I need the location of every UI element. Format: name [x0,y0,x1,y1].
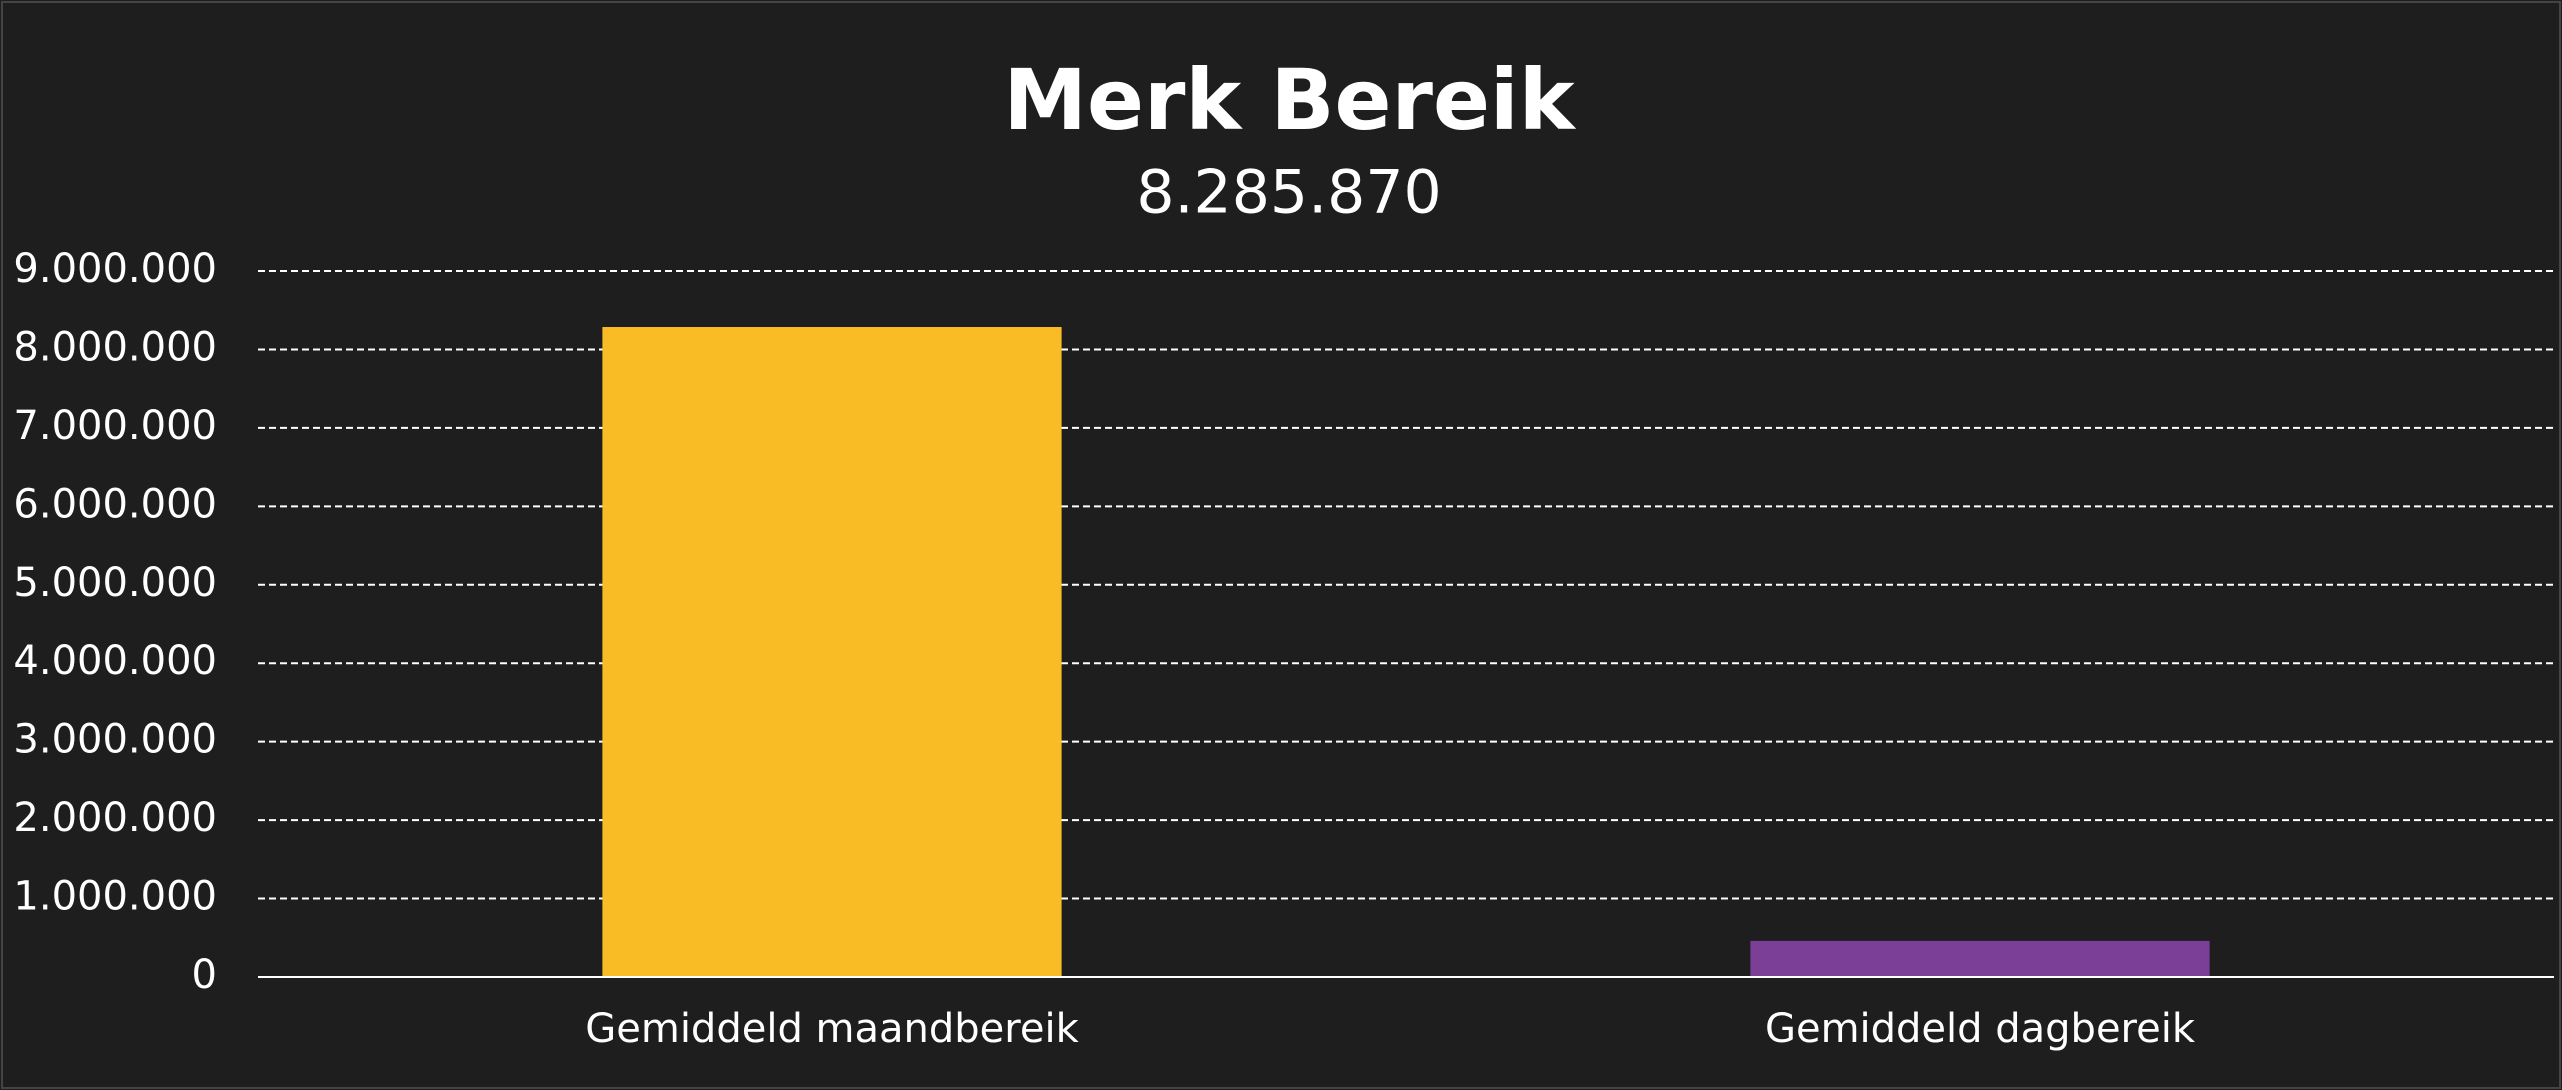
y-tick-label: 3.000.000 [13,717,217,763]
chart-title: Merk Bereik [1003,51,1576,149]
y-tick-label: 5.000.000 [13,560,217,606]
chart-subtitle: 8.285.870 [1136,158,1441,228]
y-tick-label: 2.000.000 [13,795,217,841]
y-tick-label: 8.000.000 [13,324,217,370]
x-tick-label: Gemiddeld dagbereik [1765,1006,2196,1052]
x-tick-label: Gemiddeld maandbereik [585,1006,1079,1052]
bar [1750,940,2210,977]
y-tick-label: 6.000.000 [13,481,217,527]
y-tick-label: 4.000.000 [13,638,217,684]
y-tick-label: 7.000.000 [13,403,217,449]
bar [602,327,1062,977]
y-tick-label: 1.000.000 [13,874,217,920]
y-tick-label: 0 [192,952,217,998]
y-tick-label: 9.000.000 [13,246,217,292]
